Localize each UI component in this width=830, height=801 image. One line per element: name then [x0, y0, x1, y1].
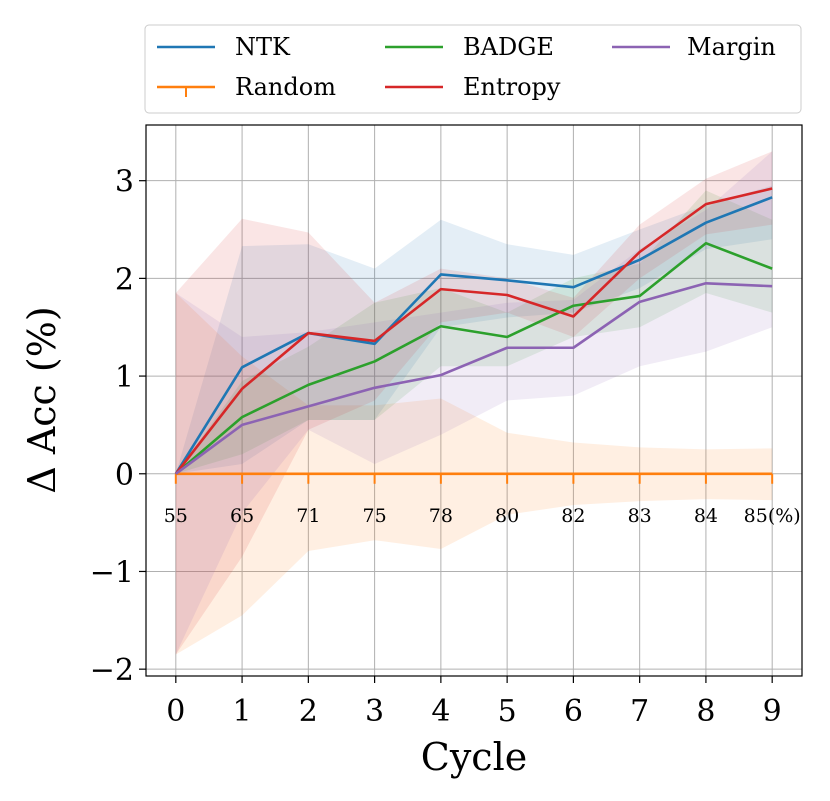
x-tick-label: 7: [630, 694, 649, 729]
x-tick-label: 3: [365, 694, 384, 729]
line-entropy: [174, 187, 773, 475]
y-tick-label: −2: [90, 653, 134, 688]
y-tick-label: 2: [115, 262, 134, 297]
y-tick-label: −1: [90, 555, 134, 590]
accuracy-label: 78: [429, 505, 453, 527]
legend-entry-random: Random: [157, 73, 336, 101]
accuracy-labels: 55 65 71 75 78 80 82 83 84 85(%): [164, 505, 801, 527]
plot-frame: [145, 124, 803, 677]
band-margin: [175, 151, 773, 655]
accuracy-label: 65: [230, 505, 254, 527]
legend-label: Random: [235, 73, 336, 101]
legend-label: BADGE: [463, 33, 554, 61]
x-tick-label: 1: [233, 694, 252, 729]
accuracy-label: 84: [694, 505, 718, 527]
x-tick-label: 2: [299, 694, 318, 729]
line-ntk: [174, 196, 773, 475]
x-tick-label: 8: [696, 694, 715, 729]
legend-entry-ntk: NTK: [157, 33, 291, 61]
accuracy-label: 75: [363, 505, 387, 527]
legend-entry-entropy: Entropy: [385, 73, 561, 101]
legend-label: Entropy: [463, 73, 561, 101]
line-badge: [174, 241, 773, 475]
accuracy-label: 80: [495, 505, 519, 527]
accuracy-label: 55: [164, 505, 188, 527]
legend-label: Margin: [687, 33, 776, 61]
x-tick-label: 4: [431, 694, 450, 729]
series-lines: [174, 187, 774, 484]
x-tick-label: 5: [498, 694, 517, 729]
line-margin: [175, 281, 773, 475]
x-tick-label: 6: [564, 694, 583, 729]
y-axis-title: Δ Acc (%): [20, 306, 64, 493]
legend-label: NTK: [235, 33, 291, 61]
y-tick-label: 0: [115, 458, 134, 493]
legend-entry-badge: BADGE: [385, 33, 554, 61]
accuracy-label: 83: [628, 505, 652, 527]
x-axis-title: Cycle: [421, 735, 527, 779]
y-tick-label: 1: [115, 360, 134, 395]
legend: NTK BADGE Margin Random Entropy: [144, 24, 802, 114]
x-tick-label: 0: [166, 694, 185, 729]
legend-entry-margin: Margin: [612, 33, 776, 61]
accuracy-label: 71: [296, 505, 320, 527]
y-tick-label: 3: [115, 165, 134, 200]
x-tick-label: 9: [763, 694, 782, 729]
accuracy-label: 82: [561, 505, 585, 527]
band-entropy: [175, 151, 773, 655]
accuracy-label: 85(%): [744, 505, 801, 527]
